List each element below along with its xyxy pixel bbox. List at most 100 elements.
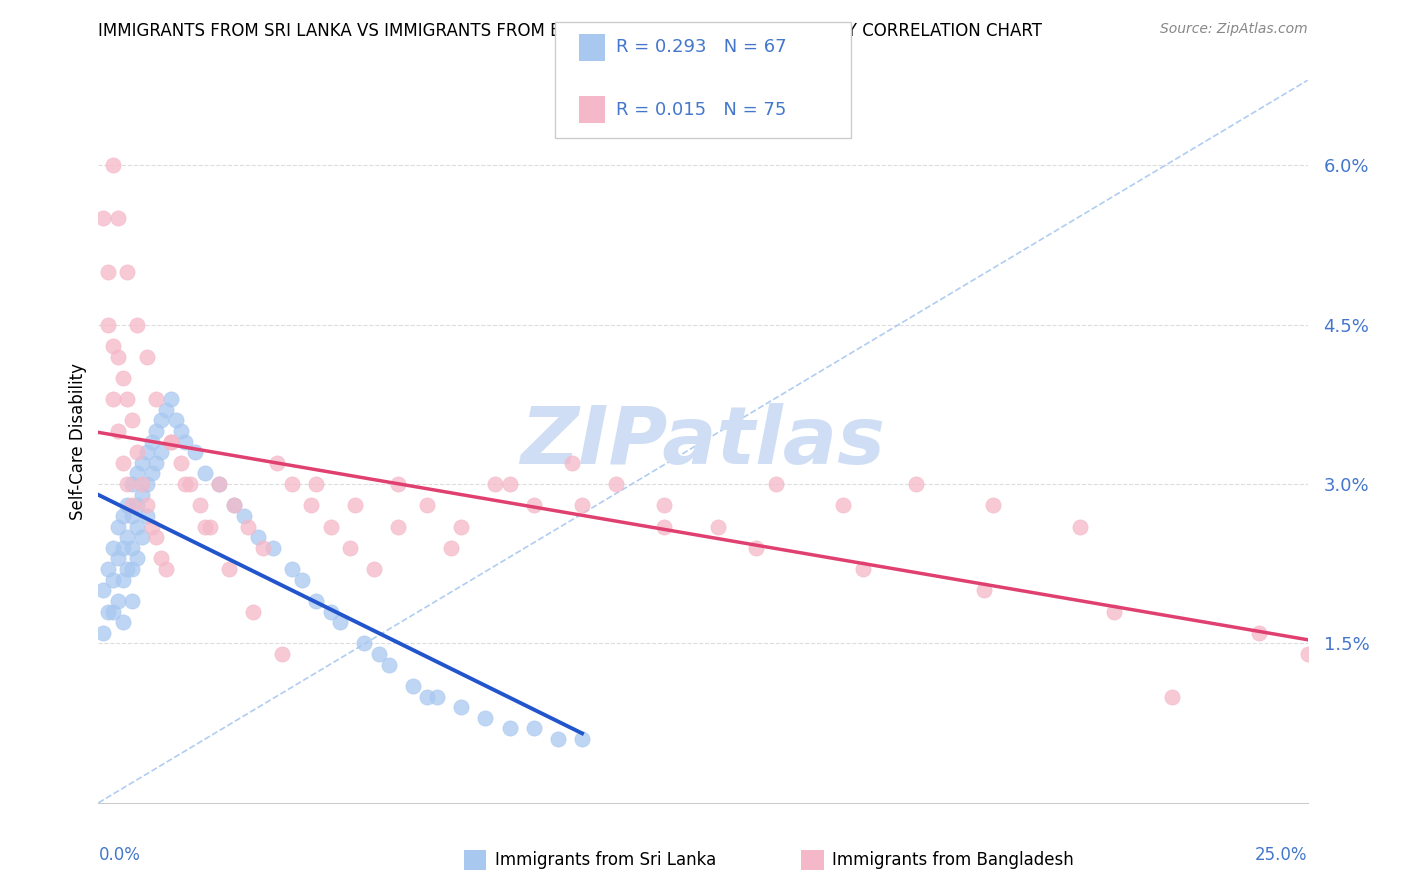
Point	[111, 573, 134, 587]
Point	[832, 498, 855, 512]
Text: R = 0.293   N = 67: R = 0.293 N = 67	[616, 38, 786, 56]
Point	[121, 508, 143, 523]
Point	[440, 541, 463, 555]
Point	[160, 434, 183, 449]
Point	[131, 530, 153, 544]
Point	[1296, 647, 1319, 661]
Point	[706, 519, 728, 533]
Point	[1161, 690, 1184, 704]
Point	[111, 371, 134, 385]
Point	[765, 477, 787, 491]
Point	[450, 519, 472, 533]
Point	[179, 477, 201, 491]
Point	[377, 657, 399, 672]
Text: R = 0.015   N = 75: R = 0.015 N = 75	[616, 101, 786, 119]
Point	[319, 519, 342, 533]
Point	[252, 541, 274, 555]
Point	[101, 339, 124, 353]
Point	[145, 392, 167, 406]
Point	[363, 562, 385, 576]
Point	[416, 690, 439, 704]
Point	[474, 711, 496, 725]
Point	[127, 519, 149, 533]
Point	[169, 424, 191, 438]
Point	[135, 350, 157, 364]
Point	[127, 551, 149, 566]
Point	[368, 647, 391, 661]
Point	[101, 573, 124, 587]
Point	[150, 551, 173, 566]
Point	[117, 498, 139, 512]
Point	[484, 477, 506, 491]
Point	[387, 519, 409, 533]
Point	[208, 477, 231, 491]
Point	[1102, 605, 1125, 619]
Point	[107, 424, 129, 438]
Point	[218, 562, 240, 576]
Point	[973, 583, 995, 598]
Point	[571, 498, 593, 512]
Point	[131, 456, 153, 470]
Point	[141, 519, 163, 533]
Point	[222, 498, 245, 512]
Point	[232, 508, 254, 523]
Text: IMMIGRANTS FROM SRI LANKA VS IMMIGRANTS FROM BANGLADESH SELF-CARE DISABILITY COR: IMMIGRANTS FROM SRI LANKA VS IMMIGRANTS …	[98, 22, 1042, 40]
Point	[561, 456, 583, 470]
Point	[145, 424, 167, 438]
Point	[305, 477, 328, 491]
Text: ZIPatlas: ZIPatlas	[520, 402, 886, 481]
Point	[121, 541, 143, 555]
Point	[605, 477, 627, 491]
Point	[111, 541, 134, 555]
Point	[101, 541, 124, 555]
Point	[131, 477, 153, 491]
Point	[117, 562, 139, 576]
Point	[135, 477, 157, 491]
Point	[1069, 519, 1091, 533]
Point	[111, 615, 134, 630]
Point	[97, 318, 120, 332]
Point	[135, 445, 157, 459]
Point	[127, 318, 149, 332]
Point	[194, 519, 217, 533]
Point	[208, 477, 231, 491]
Point	[547, 732, 569, 747]
Point	[91, 211, 114, 226]
Point	[127, 498, 149, 512]
Point	[174, 434, 197, 449]
Point	[121, 498, 143, 512]
Point	[169, 456, 191, 470]
Point	[107, 211, 129, 226]
Point	[174, 477, 197, 491]
Point	[145, 530, 167, 544]
Point	[165, 413, 187, 427]
Point	[222, 498, 245, 512]
Point	[188, 498, 211, 512]
Point	[111, 456, 134, 470]
Point	[450, 700, 472, 714]
Point	[262, 541, 284, 555]
Point	[107, 350, 129, 364]
Point	[121, 413, 143, 427]
Point	[238, 519, 260, 533]
Point	[402, 679, 425, 693]
Point	[498, 722, 520, 736]
Point	[127, 445, 149, 459]
Point	[145, 456, 167, 470]
Point	[135, 508, 157, 523]
Point	[271, 647, 294, 661]
Point	[242, 605, 264, 619]
Point	[117, 477, 139, 491]
Point	[150, 413, 173, 427]
Point	[127, 467, 149, 481]
Point	[121, 594, 143, 608]
Point	[121, 477, 143, 491]
Point	[160, 392, 183, 406]
Point	[353, 636, 375, 650]
Point	[184, 445, 207, 459]
Point	[852, 562, 875, 576]
Point	[107, 594, 129, 608]
Point	[290, 573, 312, 587]
Point	[571, 732, 593, 747]
Point	[416, 498, 439, 512]
